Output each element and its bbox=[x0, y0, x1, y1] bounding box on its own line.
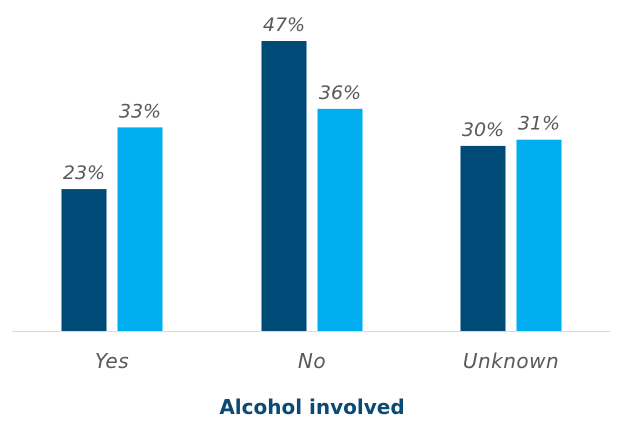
value-label-yes-series-2: 33% bbox=[119, 100, 161, 122]
bar-unknown-series-1 bbox=[460, 145, 506, 331]
value-label-unknown-series-2: 31% bbox=[518, 113, 560, 135]
value-label-no-series-2: 36% bbox=[319, 82, 361, 104]
value-label-yes-series-1: 23% bbox=[63, 162, 105, 184]
bar-yes-series-1 bbox=[61, 189, 107, 331]
value-labels-layer: 23% 33% 47% 36% 30% 31% bbox=[63, 14, 560, 184]
bar-no-series-2 bbox=[317, 108, 363, 331]
x-tick-label-unknown: Unknown bbox=[463, 349, 559, 373]
bars-layer bbox=[61, 41, 562, 331]
value-label-no-series-1: 47% bbox=[263, 14, 305, 36]
x-tick-labels: Yes No Unknown bbox=[95, 349, 559, 373]
x-tick-label-yes: Yes bbox=[95, 349, 129, 373]
bar-unknown-series-2 bbox=[516, 139, 562, 331]
x-tick-label-no: No bbox=[298, 349, 326, 373]
x-axis-title: Alcohol involved bbox=[219, 395, 404, 419]
bar-yes-series-2 bbox=[117, 127, 163, 331]
value-label-unknown-series-1: 30% bbox=[462, 119, 504, 141]
bar-no-series-1 bbox=[261, 41, 307, 331]
